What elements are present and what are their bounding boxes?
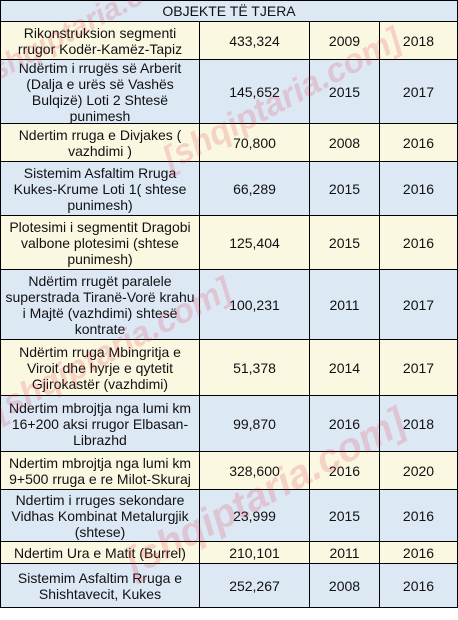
project-name-cell: Ndertim mbrojtja nga lumi km 9+500 rruga… — [0, 452, 200, 489]
value-cell: 433,324 — [200, 22, 310, 59]
end-year-cell: 2018 — [380, 396, 458, 451]
start-year-cell: 2015 — [310, 490, 380, 541]
table-row: Sistemim Asfaltim Rruga Kukes-Krume Loti… — [0, 162, 458, 216]
end-year-cell: 2016 — [380, 490, 458, 541]
value-cell: 51,378 — [200, 340, 310, 395]
start-year-cell: 2015 — [310, 162, 380, 215]
table-row: Ndërtim rruga Mbingritja e Viroit dhe hy… — [0, 340, 458, 396]
project-name-cell: Sistemim Asfaltim Rruga e Shishtavecit, … — [0, 564, 200, 607]
table-row: Ndertim Ura e Matit (Burrel) 210,101 2011 2… — [0, 542, 458, 564]
project-name-cell: Ndertim Ura e Matit (Burrel) — [0, 542, 200, 563]
start-year-cell: 2015 — [310, 216, 380, 269]
project-name-cell: Ndërtim i rrugës së Arberit (Dalja e urë… — [0, 60, 200, 124]
table-header-row: OBJEKTE TË TJERA — [0, 0, 458, 22]
value-cell: 210,101 — [200, 542, 310, 563]
value-cell: 66,289 — [200, 162, 310, 215]
value-cell: 100,231 — [200, 270, 310, 339]
project-name-cell: Rikonstruksion segmenti rrugor Kodër-Kam… — [0, 22, 200, 59]
table-row: Ndertim rruga e Divjakes ( vazhdimi ) 70,… — [0, 124, 458, 162]
end-year-cell: 2017 — [380, 340, 458, 395]
end-year-cell: 2017 — [380, 270, 458, 339]
project-name-cell: Ndertim i rruges sekondare Vidhas Kombin… — [0, 490, 200, 541]
start-year-cell: 2015 — [310, 60, 380, 123]
table-header: OBJEKTE TË TJERA — [0, 1, 458, 21]
value-cell: 23,999 — [200, 490, 310, 541]
table-row: Plotesimi i segmentit Dragobi valbone pl… — [0, 216, 458, 270]
start-year-cell: 2011 — [310, 542, 380, 563]
start-year-cell: 2016 — [310, 452, 380, 489]
table-row: Sistemim Asfaltim Rruga e Shishtavecit, … — [0, 564, 458, 608]
end-year-cell: 2018 — [380, 22, 458, 59]
end-year-cell: 2016 — [380, 542, 458, 563]
end-year-cell: 2016 — [380, 124, 458, 161]
start-year-cell: 2008 — [310, 564, 380, 607]
start-year-cell: 2011 — [310, 270, 380, 339]
start-year-cell: 2009 — [310, 22, 380, 59]
value-cell: 328,600 — [200, 452, 310, 489]
value-cell: 125,404 — [200, 216, 310, 269]
project-name-cell: Ndërtim rrugët paralele superstrada Tira… — [0, 270, 200, 339]
start-year-cell: 2008 — [310, 124, 380, 161]
start-year-cell: 2016 — [310, 396, 380, 451]
table-row: Ndërtim i rrugës së Arberit (Dalja e urë… — [0, 60, 458, 124]
project-name-cell: Sistemim Asfaltim Rruga Kukes-Krume Loti… — [0, 162, 200, 215]
project-name-cell: Ndertim rruga e Divjakes ( vazhdimi ) — [0, 124, 200, 161]
project-name-cell: Ndërtim rruga Mbingritja e Viroit dhe hy… — [0, 340, 200, 395]
end-year-cell: 2016 — [380, 162, 458, 215]
project-name-cell: Ndertim mbrojtja nga lumi km 16+200 aksi… — [0, 396, 200, 451]
value-cell: 145,652 — [200, 60, 310, 123]
table-row: Ndertim i rruges sekondare Vidhas Kombin… — [0, 490, 458, 542]
value-cell: 252,267 — [200, 564, 310, 607]
table-row: Ndërtim rrugët paralele superstrada Tira… — [0, 270, 458, 340]
end-year-cell: 2020 — [380, 452, 458, 489]
end-year-cell: 2016 — [380, 216, 458, 269]
table-row: Rikonstruksion segmenti rrugor Kodër-Kam… — [0, 22, 458, 60]
value-cell: 70,800 — [200, 124, 310, 161]
table-row: Ndertim mbrojtja nga lumi km 16+200 aksi… — [0, 396, 458, 452]
table-row: Ndertim mbrojtja nga lumi km 9+500 rruga… — [0, 452, 458, 490]
value-cell: 99,870 — [200, 396, 310, 451]
end-year-cell: 2017 — [380, 60, 458, 123]
end-year-cell: 2016 — [380, 564, 458, 607]
start-year-cell: 2014 — [310, 340, 380, 395]
project-name-cell: Plotesimi i segmentit Dragobi valbone pl… — [0, 216, 200, 269]
